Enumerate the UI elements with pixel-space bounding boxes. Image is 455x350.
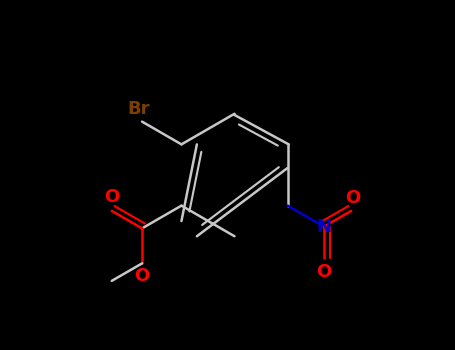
Text: O: O <box>316 264 332 281</box>
Text: O: O <box>134 267 150 285</box>
Text: O: O <box>104 188 119 206</box>
Text: O: O <box>345 189 360 208</box>
Text: Br: Br <box>127 100 150 118</box>
Text: N: N <box>316 218 331 236</box>
